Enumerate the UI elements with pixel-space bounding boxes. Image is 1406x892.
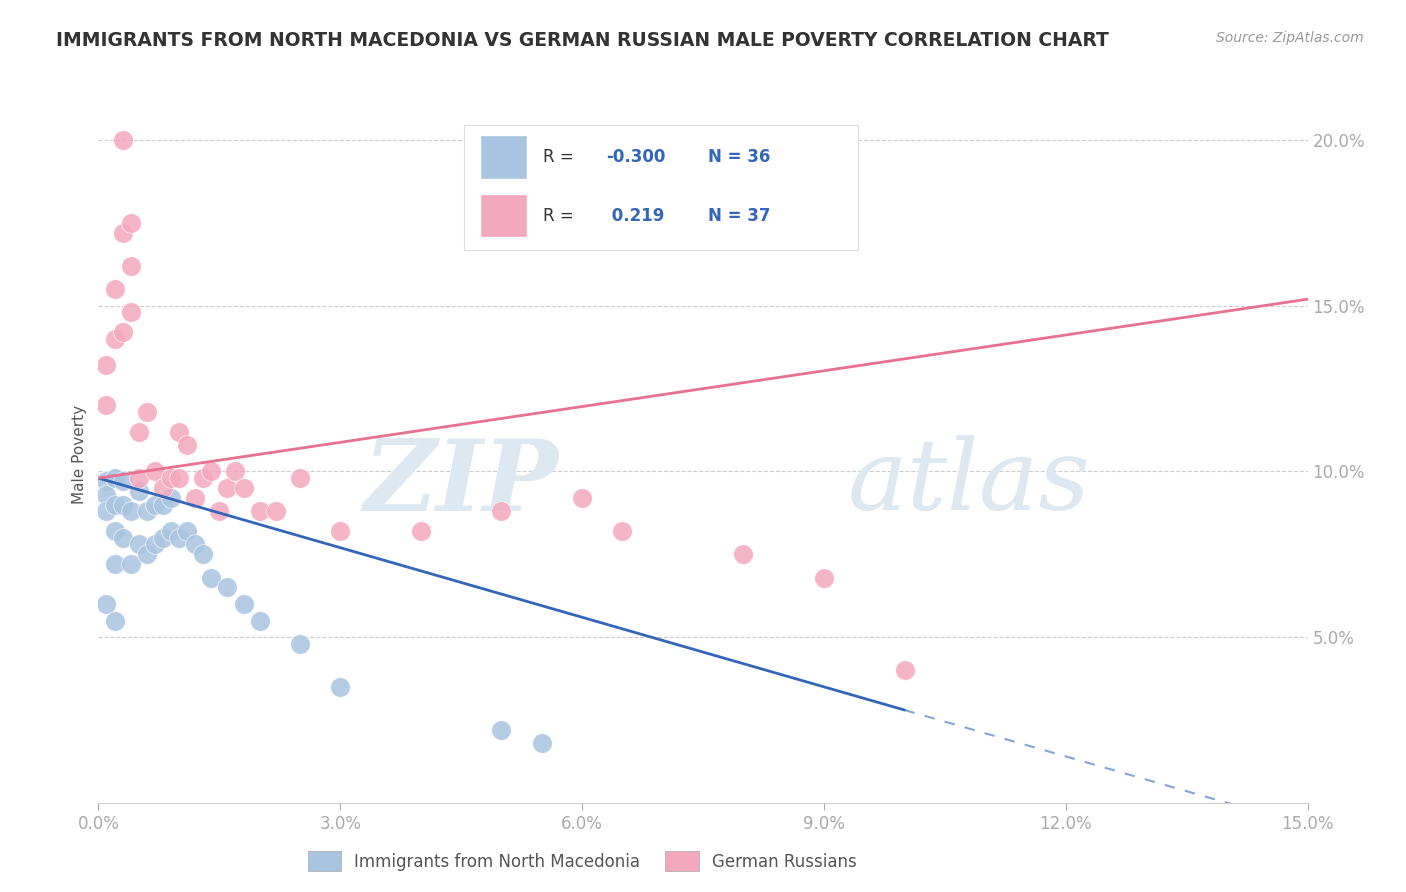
Point (184, 537, 207, 551)
Point (329, 680, 352, 694)
Point (103, 614, 125, 628)
Point (264, 504, 287, 518)
Point (530, 736, 553, 750)
Point (217, 581, 239, 595)
Point (208, 504, 231, 518)
Point (160, 491, 183, 505)
Point (813, 570, 835, 584)
Point (111, 326, 134, 340)
Point (103, 471, 125, 485)
Bar (479, 194, 527, 237)
Point (111, 133, 134, 147)
Bar (479, 135, 527, 178)
Point (111, 498, 134, 512)
Point (193, 471, 215, 485)
Text: N = 37: N = 37 (709, 207, 770, 225)
Point (96, 359, 118, 373)
Point (288, 637, 311, 651)
Point (120, 305, 142, 319)
Point (167, 425, 190, 439)
Point (232, 597, 254, 611)
Point (176, 524, 198, 538)
Point (329, 524, 352, 538)
Point (232, 481, 254, 495)
Point (143, 465, 166, 479)
Text: ZIP: ZIP (363, 434, 558, 531)
Point (176, 438, 198, 452)
Point (612, 524, 634, 538)
Point (893, 663, 915, 677)
Point (193, 547, 215, 561)
Point (128, 471, 150, 485)
Point (120, 216, 142, 230)
Point (152, 498, 174, 512)
Point (491, 723, 513, 737)
Point (111, 475, 134, 489)
Point (167, 471, 190, 485)
Point (128, 425, 150, 439)
Point (103, 282, 125, 296)
Point (143, 537, 166, 551)
Point (224, 465, 246, 479)
Point (135, 547, 157, 561)
Point (152, 481, 174, 495)
Point (103, 558, 125, 572)
Point (128, 484, 150, 499)
Point (103, 524, 125, 538)
Point (96, 504, 118, 518)
Point (103, 498, 125, 512)
Point (152, 531, 174, 545)
Point (571, 491, 593, 505)
Point (111, 226, 134, 240)
Point (103, 332, 125, 346)
Point (96, 398, 118, 412)
Legend: Immigrants from North Macedonia, German Russians: Immigrants from North Macedonia, German … (301, 845, 863, 878)
Point (200, 465, 222, 479)
Point (288, 471, 311, 485)
Text: Source: ZipAtlas.com: Source: ZipAtlas.com (1216, 31, 1364, 45)
Point (184, 491, 207, 505)
Point (160, 524, 183, 538)
Y-axis label: Male Poverty: Male Poverty (72, 405, 87, 505)
Text: -0.300: -0.300 (606, 148, 665, 166)
Point (96, 488, 118, 502)
Point (409, 524, 432, 538)
Point (96, 475, 118, 489)
Text: R =: R = (543, 148, 579, 166)
Text: atlas: atlas (848, 435, 1091, 531)
Text: IMMIGRANTS FROM NORTH MACEDONIA VS GERMAN RUSSIAN MALE POVERTY CORRELATION CHART: IMMIGRANTS FROM NORTH MACEDONIA VS GERMA… (56, 31, 1109, 50)
Text: R =: R = (543, 207, 579, 225)
Point (120, 558, 142, 572)
Point (128, 537, 150, 551)
Point (249, 614, 271, 628)
Point (491, 504, 513, 518)
Text: 0.219: 0.219 (606, 207, 664, 225)
Point (143, 498, 166, 512)
Point (96, 597, 118, 611)
Text: N = 36: N = 36 (709, 148, 770, 166)
Point (733, 547, 755, 561)
Point (111, 531, 134, 545)
Point (120, 504, 142, 518)
Point (217, 481, 239, 495)
Point (167, 531, 190, 545)
Point (249, 504, 271, 518)
Point (160, 471, 183, 485)
Point (200, 570, 222, 584)
Point (135, 504, 157, 518)
Point (120, 259, 142, 273)
Point (135, 405, 157, 419)
